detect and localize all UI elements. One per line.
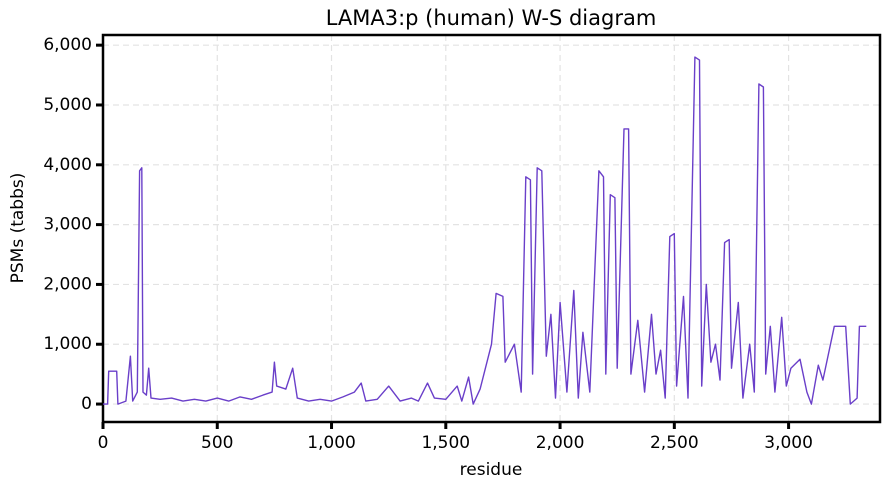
y-tick-label: 3,000 bbox=[43, 215, 92, 235]
y-tick-label: 2,000 bbox=[43, 274, 92, 294]
x-tick-label: 500 bbox=[201, 433, 233, 453]
x-tick-label: 2,000 bbox=[536, 433, 585, 453]
y-axis-label: PSMs (tabbs) bbox=[8, 173, 28, 284]
x-axis-label: residue bbox=[460, 460, 523, 480]
x-tick-label: 1,500 bbox=[421, 433, 470, 453]
chart-title: LAMA3:p (human) W-S diagram bbox=[326, 6, 657, 30]
y-tick-label: 6,000 bbox=[43, 35, 92, 55]
y-tick-label: 1,000 bbox=[43, 334, 92, 354]
x-tick-label: 3,000 bbox=[764, 433, 813, 453]
x-tick-label: 1,000 bbox=[307, 433, 356, 453]
x-tick-label: 0 bbox=[98, 433, 109, 453]
data-line bbox=[103, 56, 867, 405]
x-tick-label: 2,500 bbox=[650, 433, 699, 453]
y-tick-label: 4,000 bbox=[43, 155, 92, 175]
y-tick-label: 0 bbox=[81, 394, 92, 414]
y-tick-label: 5,000 bbox=[43, 95, 92, 115]
plot-frame bbox=[101, 33, 882, 424]
